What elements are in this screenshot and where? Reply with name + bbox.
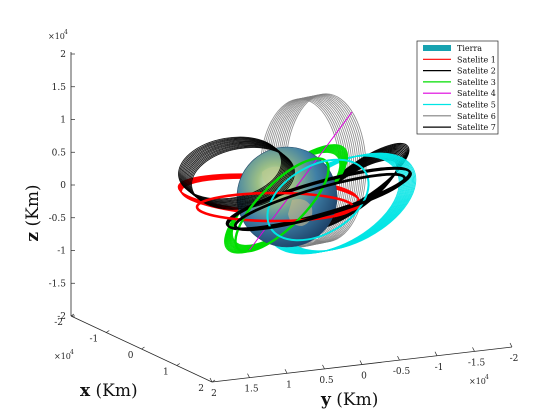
x-axis-label: x (Km) bbox=[80, 381, 138, 401]
x-tick-label: -1 bbox=[89, 335, 98, 345]
plot-area bbox=[177, 93, 417, 255]
x-tick-mark bbox=[211, 379, 216, 383]
y-tick-mark bbox=[209, 377, 213, 383]
z-exponent-power: 4 bbox=[64, 29, 68, 36]
legend-entry: Satelite 2 bbox=[423, 67, 496, 76]
y-tick-label: -2 bbox=[510, 354, 519, 364]
orbit-pass bbox=[184, 141, 288, 205]
y-exponent-power: 4 bbox=[485, 374, 489, 381]
x-tick-mark bbox=[141, 346, 145, 350]
orbit-pass bbox=[187, 143, 291, 207]
y-tick-mark bbox=[247, 373, 250, 378]
y-exponent: ×10 4 bbox=[469, 374, 489, 386]
x-tick-mark bbox=[176, 363, 180, 366]
orbit-pass bbox=[191, 147, 295, 210]
legend-label: Satelite 6 bbox=[457, 112, 496, 121]
z-ticks: 2 1.5 1 0.5 0 -0.5 -1 -1.5 -2 bbox=[49, 50, 75, 322]
orbit-satelite-2 bbox=[178, 136, 295, 210]
y-tick-mark bbox=[322, 364, 325, 370]
legend-label: Satelite 5 bbox=[457, 101, 496, 110]
legend-entry: Tierra bbox=[423, 44, 482, 53]
z-tick-label: -1.5 bbox=[49, 279, 67, 289]
legend: Tierra Satelite 1 Satelite 2 Satelite 3 Sate… bbox=[416, 40, 499, 135]
orbit-pass bbox=[180, 138, 284, 201]
legend-entry: Satelite 1 bbox=[423, 55, 496, 64]
y-tick-mark bbox=[284, 369, 288, 374]
z-exponent-base: ×10 bbox=[48, 32, 65, 41]
x-tick-mark bbox=[70, 313, 75, 317]
legend-label: Satelite 3 bbox=[457, 78, 496, 87]
legend-entry: Satelite 5 bbox=[423, 101, 496, 110]
legend-entry: Satelite 7 bbox=[423, 123, 496, 132]
y-tick-label: 1 bbox=[286, 380, 292, 390]
orbit-pass bbox=[179, 137, 283, 201]
x-tick-mark bbox=[106, 330, 110, 333]
y-tick-label: 1.5 bbox=[244, 385, 259, 395]
x-tick-label: 1 bbox=[163, 368, 169, 378]
y-tick-mark bbox=[509, 342, 513, 348]
orbit-pass bbox=[183, 140, 287, 204]
legend-swatch bbox=[423, 45, 451, 51]
z-tick-label: 1.5 bbox=[52, 83, 67, 93]
legend-entry: Satelite 6 bbox=[423, 112, 496, 121]
y-tick-label: -1.5 bbox=[468, 358, 486, 368]
z-tick-label: -2 bbox=[57, 312, 66, 322]
x-tick-label: 0 bbox=[128, 351, 134, 361]
x-tick-label: -2 bbox=[54, 318, 63, 328]
z-tick-label: 2 bbox=[60, 50, 66, 60]
legend-label: Satelite 7 bbox=[457, 123, 496, 132]
z-tick-label: 0.5 bbox=[52, 148, 67, 158]
orbit-satelite-7-front bbox=[233, 172, 407, 232]
z-tick-label: 0 bbox=[60, 181, 66, 191]
legend-entry: Satelite 4 bbox=[423, 89, 496, 98]
orbit-pass bbox=[185, 142, 289, 205]
orbit-pass bbox=[182, 139, 286, 203]
z-exponent: ×10 4 bbox=[48, 29, 68, 41]
legend-label: Satelite 4 bbox=[457, 89, 496, 98]
y-tick-mark bbox=[397, 355, 400, 361]
z-tick-label: 1 bbox=[60, 116, 66, 126]
x-ticks: -2 -1 0 1 2 bbox=[54, 313, 216, 394]
x-exponent-base: ×10 bbox=[54, 352, 71, 361]
x-exponent-power: 4 bbox=[70, 349, 74, 356]
y-ticks: 2 1.5 1 0.5 0 -0.5 -1 -1.5 -2 bbox=[209, 342, 519, 399]
z-tick-label: -1 bbox=[57, 247, 66, 257]
y-tick-label: -0.5 bbox=[393, 367, 411, 377]
orbit-pass bbox=[188, 144, 292, 208]
z-tick-label: -0.5 bbox=[49, 214, 67, 224]
y-tick-label: 0.5 bbox=[319, 376, 334, 386]
orbit-pass bbox=[181, 139, 285, 202]
legend-label: Satelite 1 bbox=[457, 55, 496, 64]
legend-label: Tierra bbox=[457, 44, 482, 53]
y-exponent-base: ×10 bbox=[469, 377, 486, 386]
y-tick-label: -1 bbox=[435, 363, 444, 373]
z-axis-label: z (Km) bbox=[23, 184, 43, 241]
orbit-pass bbox=[186, 143, 290, 206]
y-tick-label: 2 bbox=[211, 389, 217, 399]
y-axis-label: y (Km) bbox=[320, 390, 378, 410]
y-tick-label: 0 bbox=[361, 372, 367, 382]
legend-label: Satelite 2 bbox=[457, 67, 496, 76]
y-tick-mark bbox=[434, 351, 438, 356]
x-tick-label: 2 bbox=[198, 384, 204, 394]
legend-box bbox=[416, 40, 499, 135]
y-tick-mark bbox=[472, 347, 475, 352]
x-exponent: ×10 4 bbox=[54, 349, 74, 361]
legend-entry: Satelite 3 bbox=[423, 78, 496, 87]
y-tick-mark bbox=[359, 360, 363, 365]
orbit-pass bbox=[178, 136, 282, 200]
